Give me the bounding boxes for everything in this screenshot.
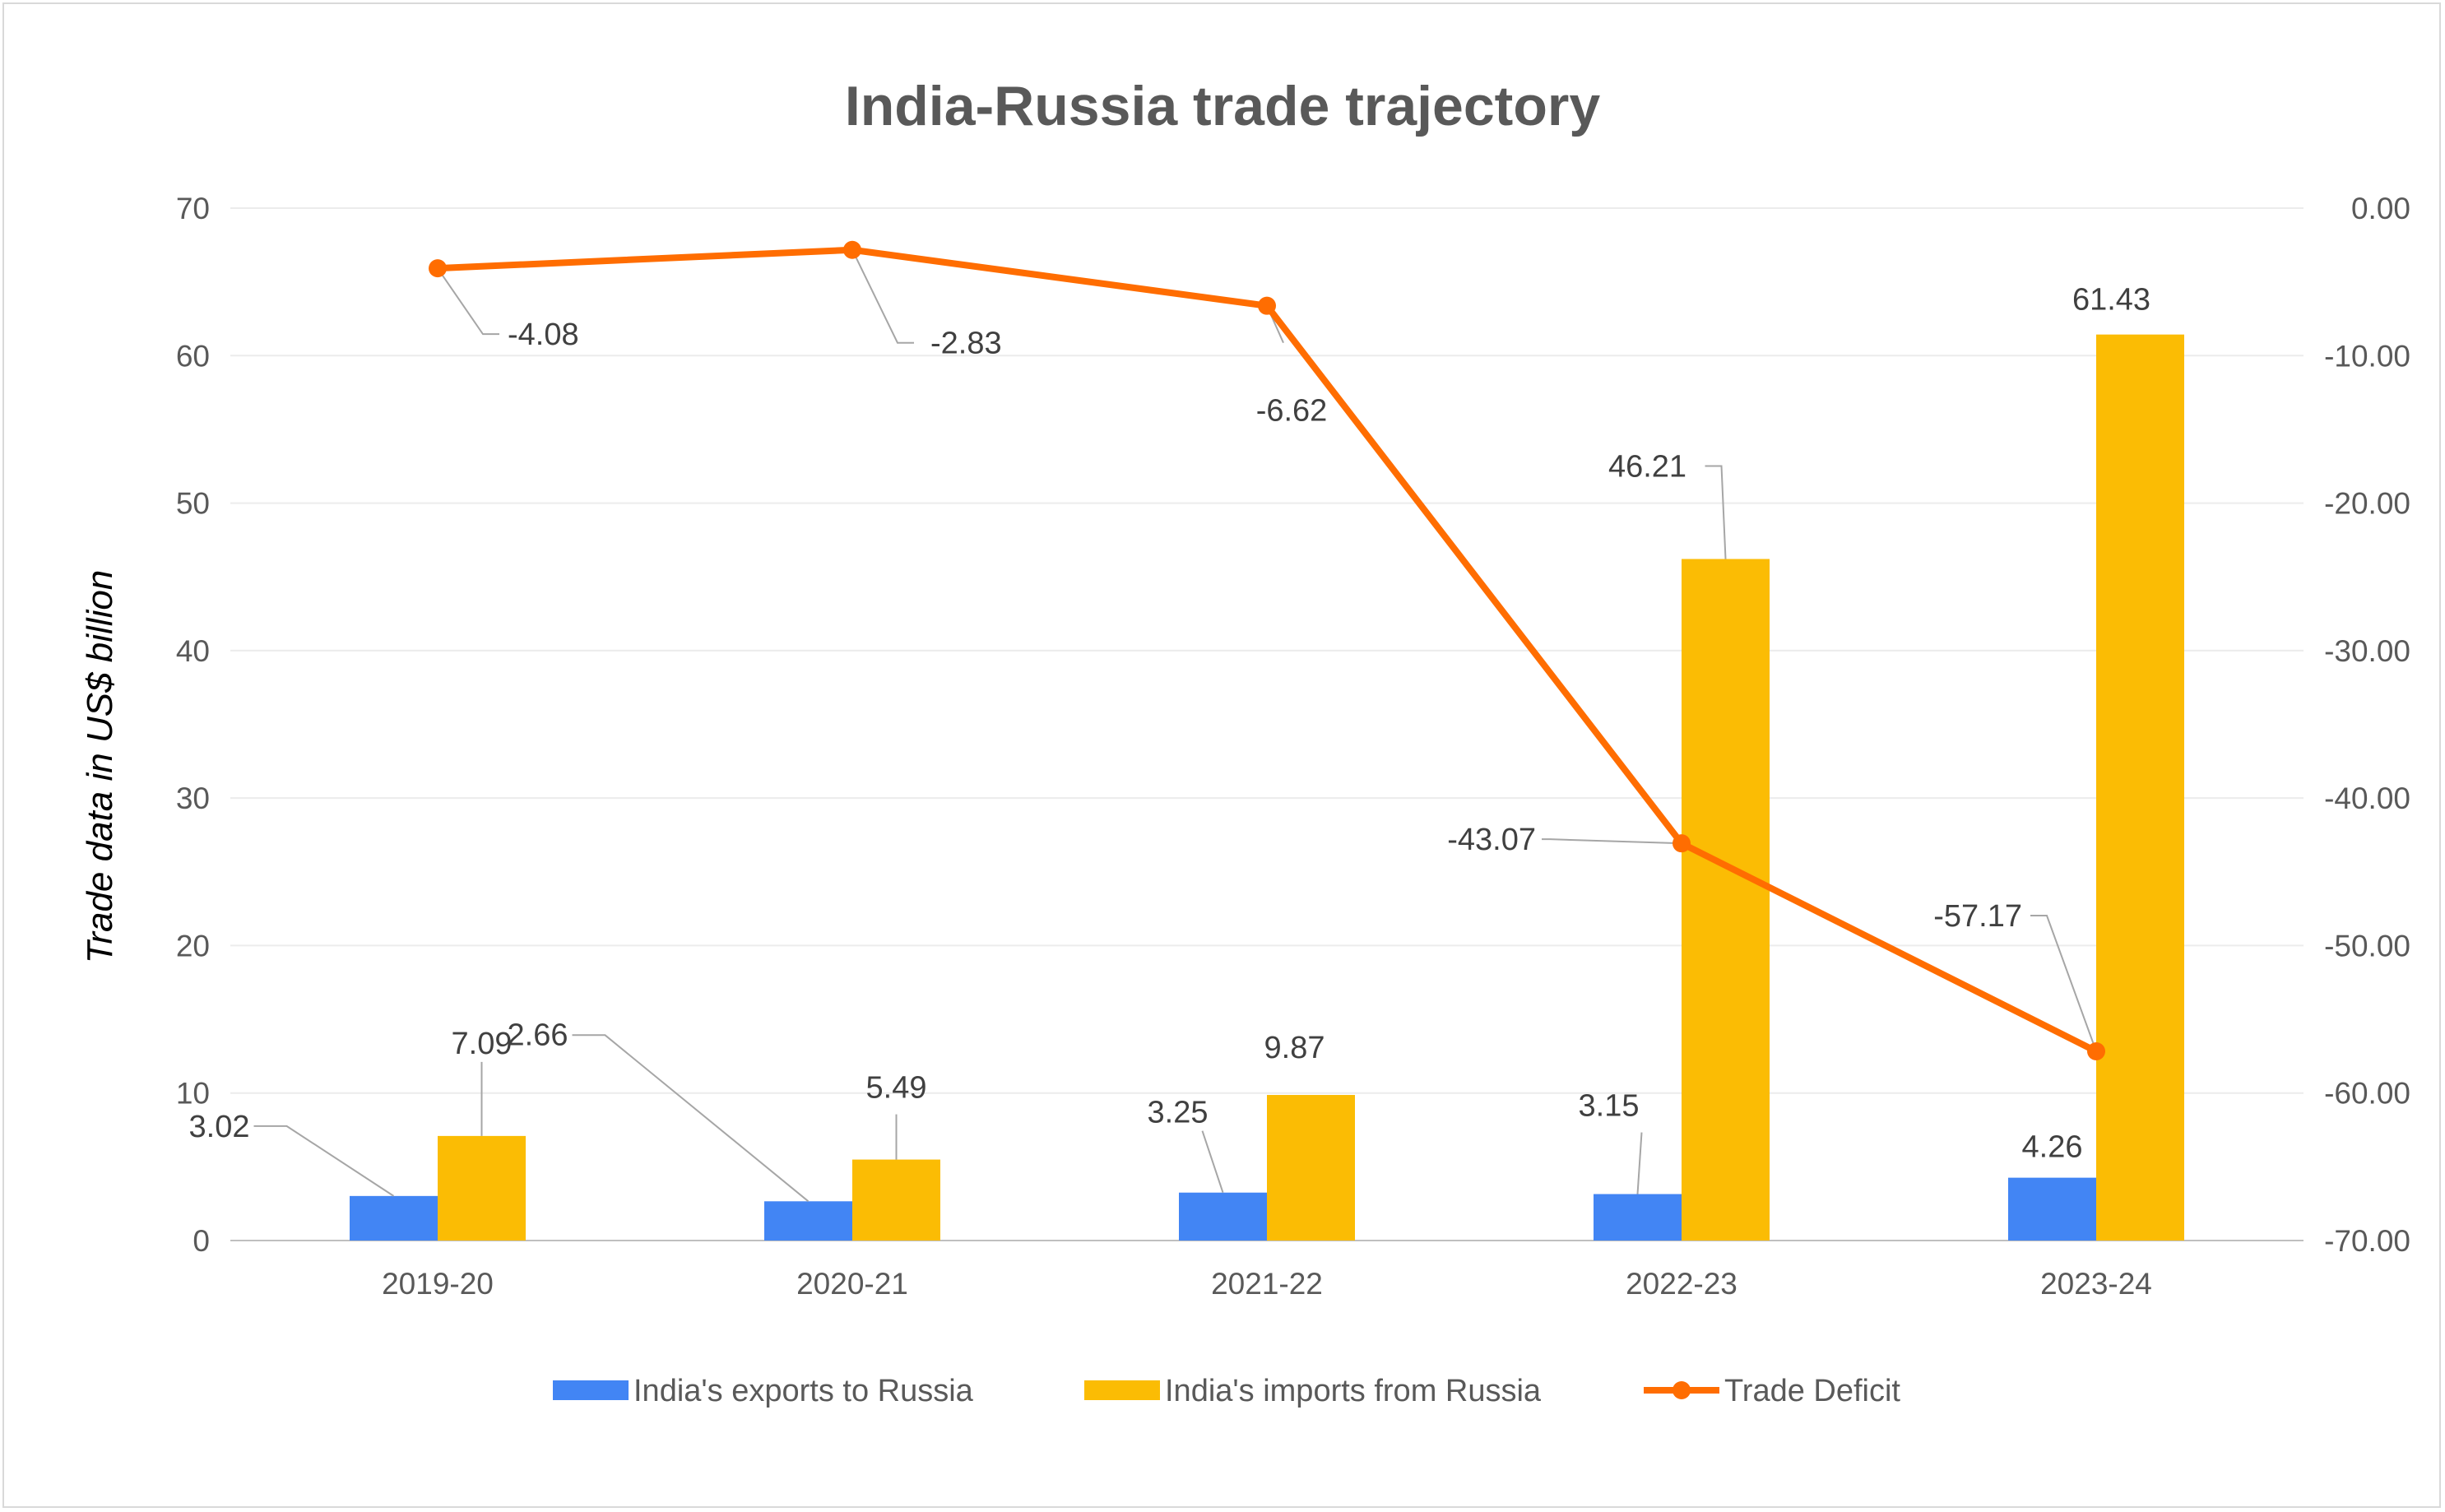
y-axis-label: Trade data in US$ billion <box>80 570 120 964</box>
deficit-data-label: -43.07 <box>1447 823 1536 857</box>
leader-line <box>437 267 499 336</box>
x-axis-ticks: 2019-20 2020-21 2021-22 2022-23 2023-24 <box>382 1267 2152 1301</box>
import-data-label: 9.87 <box>1264 1031 1325 1065</box>
import-bar <box>1267 1095 1355 1241</box>
deficit-point <box>429 259 447 278</box>
export-data-label: 3.15 <box>1579 1089 1640 1124</box>
left-tick-label: 70 <box>176 192 210 225</box>
x-tick-label: 2020-21 <box>796 1267 908 1301</box>
x-tick-label: 2021-22 <box>1211 1267 1323 1301</box>
gridlines <box>230 207 2303 1241</box>
legend-label-deficit: Trade Deficit <box>1724 1374 1900 1408</box>
import-data-label: 46.21 <box>1608 450 1686 485</box>
export-data-label: 3.02 <box>189 1110 250 1144</box>
left-tick-label: 30 <box>176 782 210 815</box>
leader-line <box>1705 465 1727 559</box>
legend-label-exports: India's exports to Russia <box>633 1374 974 1408</box>
export-bar <box>350 1195 438 1241</box>
leader-line <box>1636 1132 1643 1194</box>
import-data-label: 61.43 <box>2072 283 2150 318</box>
export-data-label: 4.26 <box>2022 1130 2083 1165</box>
legend-swatch-exports <box>553 1380 629 1400</box>
deficit-point <box>1258 296 1276 315</box>
legend: India's exports to Russia India's imports… <box>553 1374 1900 1408</box>
legend-label-imports: India's imports from Russia <box>1165 1374 1542 1408</box>
deficit-line <box>429 240 2105 1060</box>
deficit-point <box>1673 834 1691 853</box>
export-data-label: 3.25 <box>1148 1096 1209 1130</box>
leader-line <box>851 249 914 344</box>
legend-swatch-imports <box>1084 1380 1160 1400</box>
bars <box>350 334 2184 1241</box>
import-bar <box>1682 559 1770 1241</box>
left-tick-label: 60 <box>176 339 210 373</box>
export-data-label: 2.66 <box>508 1018 568 1052</box>
leader-line <box>1542 838 1682 845</box>
left-tick-label: 40 <box>176 634 210 668</box>
import-data-label: 7.09 <box>452 1027 513 1061</box>
right-tick-label: -70.00 <box>2324 1224 2410 1258</box>
deficit-point <box>843 240 861 259</box>
chart-title: India-Russia trade trajectory <box>845 75 1600 137</box>
leader-line <box>2030 914 2097 1052</box>
export-bar <box>1179 1192 1267 1241</box>
x-tick-label: 2022-23 <box>1626 1267 1737 1301</box>
left-tick-label: 20 <box>176 929 210 962</box>
leader-line <box>572 1034 810 1203</box>
left-tick-label: 10 <box>176 1077 210 1111</box>
import-bar <box>2096 334 2184 1241</box>
left-tick-label: 50 <box>176 487 210 521</box>
leader-line <box>253 1125 395 1197</box>
deficit-data-label: -2.83 <box>930 327 1002 361</box>
left-tick-label: 0 <box>193 1224 210 1258</box>
right-tick-label: -40.00 <box>2324 782 2410 815</box>
right-tick-label: -20.00 <box>2324 487 2410 521</box>
x-tick-label: 2023-24 <box>2040 1267 2152 1301</box>
data-labels: 3.02 2.66 3.25 3.15 4.26 7.09 5.49 9.87 46.21 61.… <box>189 283 2151 1165</box>
right-tick-label: -10.00 <box>2324 339 2410 373</box>
deficit-point <box>2087 1041 2105 1060</box>
x-tick-label: 2019-20 <box>382 1267 494 1301</box>
deficit-data-label: -6.62 <box>1256 394 1328 429</box>
import-data-label: 5.49 <box>866 1071 927 1106</box>
left-axis-ticks: 0 10 20 30 40 50 60 70 <box>176 192 210 1258</box>
right-axis-ticks: -70.00 -60.00 -50.00 -40.00 -30.00 -20.00 -10.… <box>2324 192 2410 1258</box>
import-bar <box>852 1159 940 1241</box>
right-tick-label: -50.00 <box>2324 929 2410 962</box>
import-bar <box>438 1135 526 1241</box>
export-bar <box>764 1201 852 1241</box>
export-bar <box>2008 1177 2096 1241</box>
deficit-data-label: -4.08 <box>508 318 579 352</box>
deficit-data-label: -57.17 <box>1933 899 2022 934</box>
export-bar <box>1594 1194 1682 1241</box>
leader-line <box>1201 1130 1224 1194</box>
right-tick-label: 0.00 <box>2351 192 2410 225</box>
right-tick-label: -30.00 <box>2324 634 2410 668</box>
label-leaders <box>253 249 2097 1203</box>
legend-marker-deficit <box>1673 1381 1691 1399</box>
right-tick-label: -60.00 <box>2324 1077 2410 1111</box>
